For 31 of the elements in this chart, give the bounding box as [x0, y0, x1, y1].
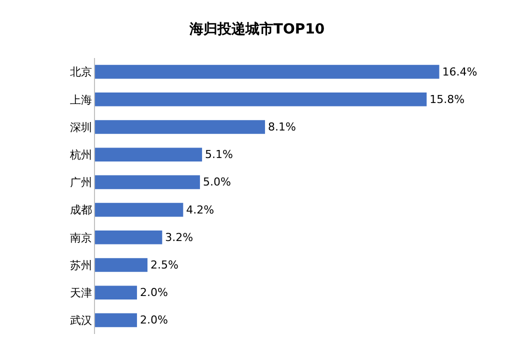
y-tick-label: 北京: [70, 66, 92, 79]
bar: [95, 64, 440, 79]
data-label: 16.4%: [442, 65, 478, 78]
data-label: 5.1%: [205, 148, 234, 162]
chart-title: 海归投递城市TOP10: [188, 20, 325, 38]
bar: [95, 230, 162, 244]
y-tick-label: 广州: [70, 176, 92, 190]
y-tick-label: 深圳: [70, 120, 92, 134]
data-label: 2.5%: [150, 258, 178, 272]
data-label: 2.0%: [140, 314, 168, 327]
y-tick-label: 上海: [70, 93, 92, 106]
y-tick-label: 天津: [70, 286, 92, 300]
bar: [95, 258, 148, 272]
y-tick-label: 南京: [70, 231, 92, 244]
data-label: 3.2%: [165, 230, 194, 244]
bar: [95, 120, 266, 134]
bar: [95, 286, 137, 300]
y-tick-label: 武汉: [70, 314, 92, 328]
data-label: 2.0%: [140, 286, 168, 300]
bar: [95, 148, 202, 162]
y-tick-label: 杭州: [68, 148, 92, 162]
bar: [95, 202, 184, 217]
y-tick-label: 成都: [70, 204, 92, 217]
bar: [95, 175, 200, 190]
bar: [95, 313, 137, 328]
y-tick-label: 苏州: [70, 258, 92, 272]
bar: [95, 92, 427, 106]
data-label: 4.2%: [186, 203, 214, 216]
data-label: 15.8%: [430, 92, 465, 106]
data-label: 8.1%: [268, 120, 296, 134]
data-label: 5.0%: [202, 176, 231, 189]
